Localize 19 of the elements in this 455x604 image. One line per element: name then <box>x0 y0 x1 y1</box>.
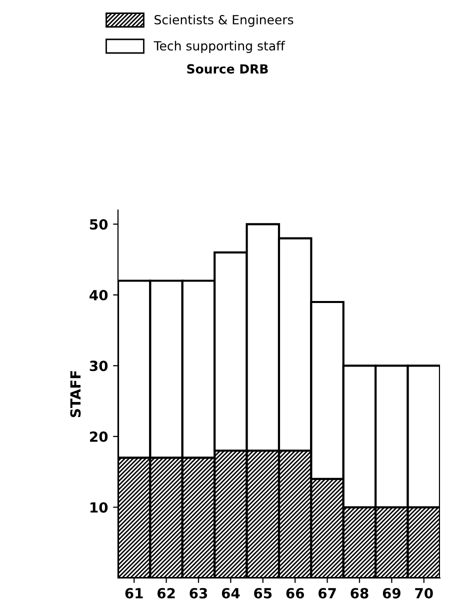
y-tick-label: 40 <box>90 290 108 300</box>
x-tick-label: 62 <box>158 588 175 598</box>
x-tick-label: 68 <box>350 588 368 598</box>
x-tick-label: 67 <box>318 588 336 598</box>
x-tick-label: 63 <box>190 588 208 598</box>
y-axis-title: STAFF <box>70 371 81 418</box>
y-tick-label: 30 <box>90 360 108 372</box>
x-tick-label: 65 <box>254 588 272 598</box>
y-tick-label: 50 <box>90 219 108 230</box>
y-tick-label: 20 <box>90 431 108 442</box>
x-tick-label: 69 <box>382 588 400 598</box>
y-tick-label: 10 <box>90 502 108 513</box>
legend-label: Tech supporting staff <box>154 40 286 53</box>
x-tick-label: 61 <box>125 588 143 598</box>
x-tick-label: 66 <box>286 588 304 598</box>
x-tick-label: 70 <box>415 588 433 598</box>
x-tick-label: 64 <box>222 588 240 598</box>
legend-label: Scientists & Engineers <box>154 14 294 27</box>
source-note: Source DRB <box>187 64 268 74</box>
